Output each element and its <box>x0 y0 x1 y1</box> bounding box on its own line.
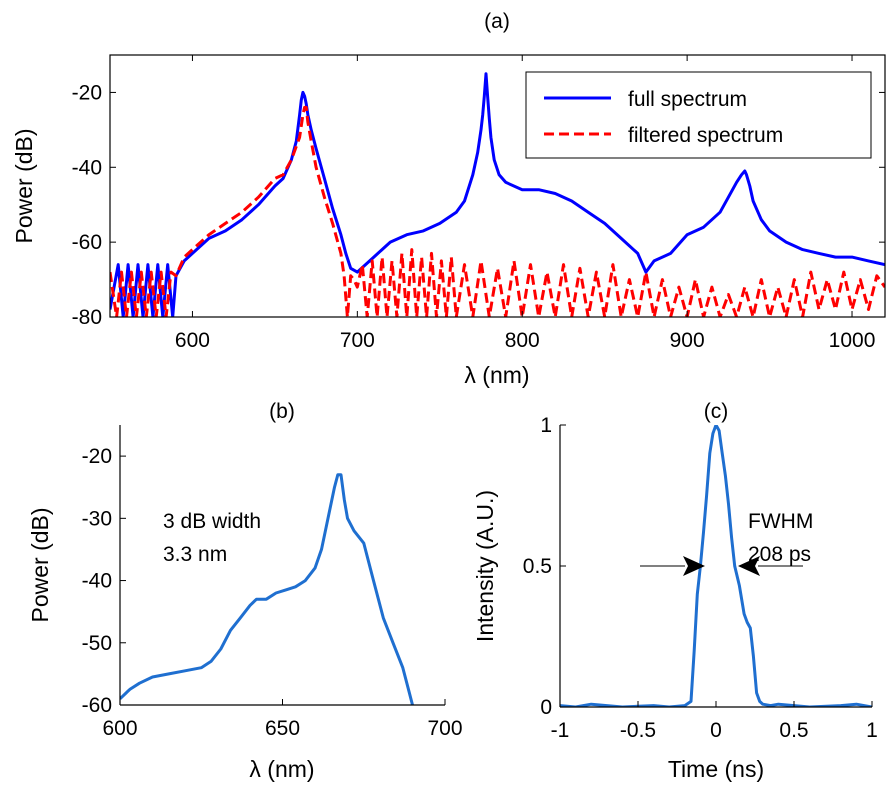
series-line-a-0 <box>110 72 885 317</box>
panel-c-annotation-line2: 208 ps <box>748 543 811 566</box>
xtick-label-c: 0.5 <box>779 719 808 742</box>
xtick-label-c: -0.5 <box>620 719 656 742</box>
series-line-b-0 <box>120 473 414 705</box>
panel-c: (c) -1 -0.5 0 0.5 1 0 0.5 1 Intensity (A.U.) Ti… <box>472 400 878 782</box>
xtick-label-a: 600 <box>175 329 210 352</box>
legend-label-filtered: filtered spectrum <box>628 124 783 147</box>
xtick-label-a: 1000 <box>829 329 876 352</box>
xtick-label-b: 650 <box>265 717 300 740</box>
panel-a-axes-box <box>109 54 886 318</box>
series-line-c-0 <box>560 425 872 707</box>
xtick-label-c: 0 <box>710 719 722 742</box>
ytick-label-b: -40 <box>82 570 112 593</box>
panel-c-title: (c) <box>704 400 729 423</box>
ytick-label-a: -80 <box>72 306 102 329</box>
xtick-label-c: -1 <box>551 719 570 742</box>
panel-a-series <box>110 72 885 317</box>
fwhm-arrows <box>640 556 803 576</box>
panel-a-xlabel: λ (nm) <box>464 362 529 388</box>
ytick-label-b: -20 <box>82 445 112 468</box>
panel-c-xlabel: Time (ns) <box>668 756 764 782</box>
panel-a-legend: full spectrum filtered spectrum <box>525 71 872 159</box>
ytick-label-c: 0 <box>540 696 552 719</box>
panel-c-ticks: -1 -0.5 0 0.5 1 0 0.5 1 <box>523 414 878 742</box>
panel-b-title: (b) <box>269 400 295 423</box>
legend-label-full: full spectrum <box>628 88 747 111</box>
ytick-label-a: -40 <box>72 156 102 179</box>
panel-a-title: (a) <box>484 10 510 33</box>
xtick-label-b: 600 <box>102 717 137 740</box>
ytick-label-b: -60 <box>82 694 112 717</box>
xtick-label-a: 900 <box>670 329 705 352</box>
panel-b-ylabel: Power (dB) <box>27 507 53 622</box>
fwhm-arrow-right-head <box>738 556 760 576</box>
ytick-label-a: -20 <box>72 81 102 104</box>
xtick-label-b: 700 <box>427 717 462 740</box>
ytick-label-c: 1 <box>540 414 552 437</box>
panel-c-annotation-line1: FWHM <box>748 510 813 533</box>
panel-a-ticks: 600 700 800 900 1000 -80 -60 -40 -20 <box>72 55 885 352</box>
panel-a-ylabel: Power (dB) <box>11 128 37 243</box>
ytick-label-b: -30 <box>82 507 112 530</box>
xtick-label-c: 1 <box>866 719 878 742</box>
panel-b-annotation-line1: 3 dB width <box>163 510 261 533</box>
panel-c-ylabel: Intensity (A.U.) <box>472 490 498 642</box>
panel-b: (b) 600 650 700-60-50-40-30-20 Power (dB) … <box>27 400 463 782</box>
panel-b-series <box>120 473 414 705</box>
xtick-label-a: 700 <box>340 329 375 352</box>
panel-c-series <box>560 425 872 707</box>
panel-a: (a) 600 700 800 900 1000 -80 -60 -40 -20 Power (… <box>11 10 886 388</box>
legend-box <box>525 71 872 159</box>
panel-b-xlabel: λ (nm) <box>249 756 314 782</box>
panel-b-ticks: 600 650 700 -60 -50 -40 -30 -20 <box>82 445 463 740</box>
series-line-a-1 <box>110 105 885 317</box>
xtick-label-a: 800 <box>505 329 540 352</box>
panel-b-annotation-line2: 3.3 nm <box>163 543 227 566</box>
ytick-label-c: 0.5 <box>523 555 552 578</box>
ytick-label-a: -60 <box>72 231 102 254</box>
fwhm-arrow-left-head <box>683 556 705 576</box>
ytick-label-b: -50 <box>82 632 112 655</box>
